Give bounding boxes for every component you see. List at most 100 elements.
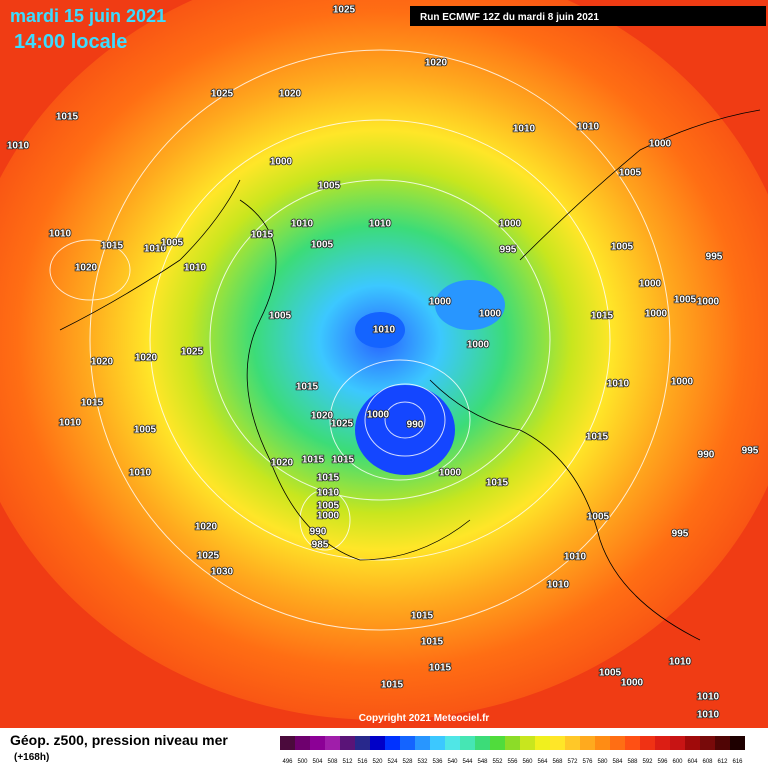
isobar-label: 1025 (197, 551, 220, 562)
isobar-label: 1010 (669, 657, 692, 668)
colorbar-label: 608 (702, 759, 713, 765)
isobar-label: 1020 (91, 357, 114, 368)
isobar-label: 1005 (269, 311, 292, 322)
isobar-label: 1015 (101, 241, 124, 252)
isobar-label: 1015 (302, 455, 325, 466)
colorbar-swatch (565, 736, 580, 750)
isobar-label: 1010 (291, 219, 314, 230)
colorbar-label: 536 (432, 759, 443, 765)
isobar-label: 1000 (621, 678, 644, 689)
run-box (410, 6, 766, 26)
colorbar-swatch (295, 736, 310, 750)
isobar-label: 1020 (135, 353, 158, 364)
colorbar-label: 572 (567, 759, 578, 765)
isobar-label: 1000 (467, 340, 490, 351)
colorbar-label: 520 (372, 759, 383, 765)
colorbar-swatch (670, 736, 685, 750)
isobar-label: 1010 (129, 468, 152, 479)
isobar-label: 1010 (59, 418, 82, 429)
colorbar-label: 544 (462, 759, 473, 765)
isobar-label: 1005 (134, 425, 157, 436)
isobar-label: 1010 (49, 229, 72, 240)
isobar-label: 1005 (674, 295, 697, 306)
colorbar: 496 500 504 508 512 516 520 524 528 532 536 540 544 5… (280, 736, 745, 765)
isobar-label: 1020 (311, 411, 334, 422)
colorbar-swatch (535, 736, 550, 750)
low-core (435, 280, 505, 330)
isobar-label: 1000 (270, 157, 293, 168)
colorbar-label: 588 (627, 759, 638, 765)
isobar-label: 990 (407, 420, 424, 431)
isobar-label: 1010 (547, 580, 570, 591)
colorbar-label: 524 (387, 759, 398, 765)
isobar-label: 1030 (211, 567, 234, 578)
isobar-label: 1000 (671, 377, 694, 388)
isobar-label: 1015 (586, 432, 609, 443)
colorbar-label: 596 (657, 759, 668, 765)
forecast-time: 14:00 locale (14, 31, 127, 53)
colorbar-label: 568 (552, 759, 563, 765)
colorbar-label: 612 (717, 759, 728, 765)
colorbar-label: 580 (597, 759, 608, 765)
isobar-label: 1015 (296, 382, 319, 393)
isobar-label: 1020 (279, 89, 302, 100)
isobar-label: 990 (698, 450, 715, 461)
colorbar-label: 592 (642, 759, 653, 765)
isobar-label: 1005 (619, 168, 642, 179)
isobar-label: 1010 (144, 244, 167, 255)
isobar-label: 1000 (645, 309, 668, 320)
colorbar-label: 600 (672, 759, 683, 765)
colorbar-swatch (700, 736, 715, 750)
isobar-label: 1015 (411, 611, 434, 622)
isobar-label: 1010 (373, 325, 396, 336)
colorbar-swatch (550, 736, 565, 750)
isobar-label: 1015 (251, 230, 274, 241)
isobar-label: 1015 (421, 637, 444, 648)
colorbar-swatch (655, 736, 670, 750)
colorbar-swatch (640, 736, 655, 750)
isobar-label: 1005 (599, 668, 622, 679)
isobar-label: 1000 (649, 139, 672, 150)
isobar-label: 1025 (333, 5, 356, 16)
colorbar-label: 556 (507, 759, 518, 765)
isobar-label: 1000 (639, 279, 662, 290)
isobar-label: 1000 (499, 219, 522, 230)
isobar-label: 1025 (211, 89, 234, 100)
colorbar-label: 528 (402, 759, 413, 765)
isobar-label: 995 (742, 446, 759, 457)
forecast-date: mardi 15 juin 2021 (10, 6, 166, 26)
isobar-label: 1015 (381, 680, 404, 691)
isobar-label: 995 (500, 245, 517, 256)
colorbar-label: 564 (537, 759, 548, 765)
isobar-label: 1015 (591, 311, 614, 322)
colorbar-label: 576 (582, 759, 593, 765)
colorbar-swatch (430, 736, 445, 750)
colorbar-label: 616 (732, 759, 743, 765)
isobar-label: 1005 (161, 238, 184, 249)
isobar-label: 1025 (181, 347, 204, 358)
isobar-label: 1015 (486, 478, 509, 489)
colorbar-swatch (310, 736, 325, 750)
isobar-label: 1025 (331, 419, 354, 430)
low-core (355, 312, 405, 348)
colorbar-swatch (730, 736, 745, 750)
isobar-label: 1020 (425, 58, 448, 69)
colorbar-label: 548 (477, 759, 488, 765)
colorbar-swatch (610, 736, 625, 750)
colorbar-label: 540 (447, 759, 458, 765)
legend-title: Géop. z500, pression niveau mer (10, 732, 228, 748)
isobar-label: 1010 (184, 263, 207, 274)
colorbar-swatch (325, 736, 340, 750)
isobar-label: 1020 (271, 458, 294, 469)
isobar-label: 1000 (439, 468, 462, 479)
isobar-label: 1005 (611, 242, 634, 253)
colorbar-label: 496 (282, 759, 293, 765)
isobar-label: 1020 (75, 263, 98, 274)
isobar-label: 1015 (56, 112, 79, 123)
isobar-label: 1000 (697, 297, 720, 308)
isobar-label: 1020 (195, 522, 218, 533)
colorbar-swatch (715, 736, 730, 750)
isobar-label: 1000 (317, 511, 340, 522)
colorbar-label: 584 (612, 759, 623, 765)
